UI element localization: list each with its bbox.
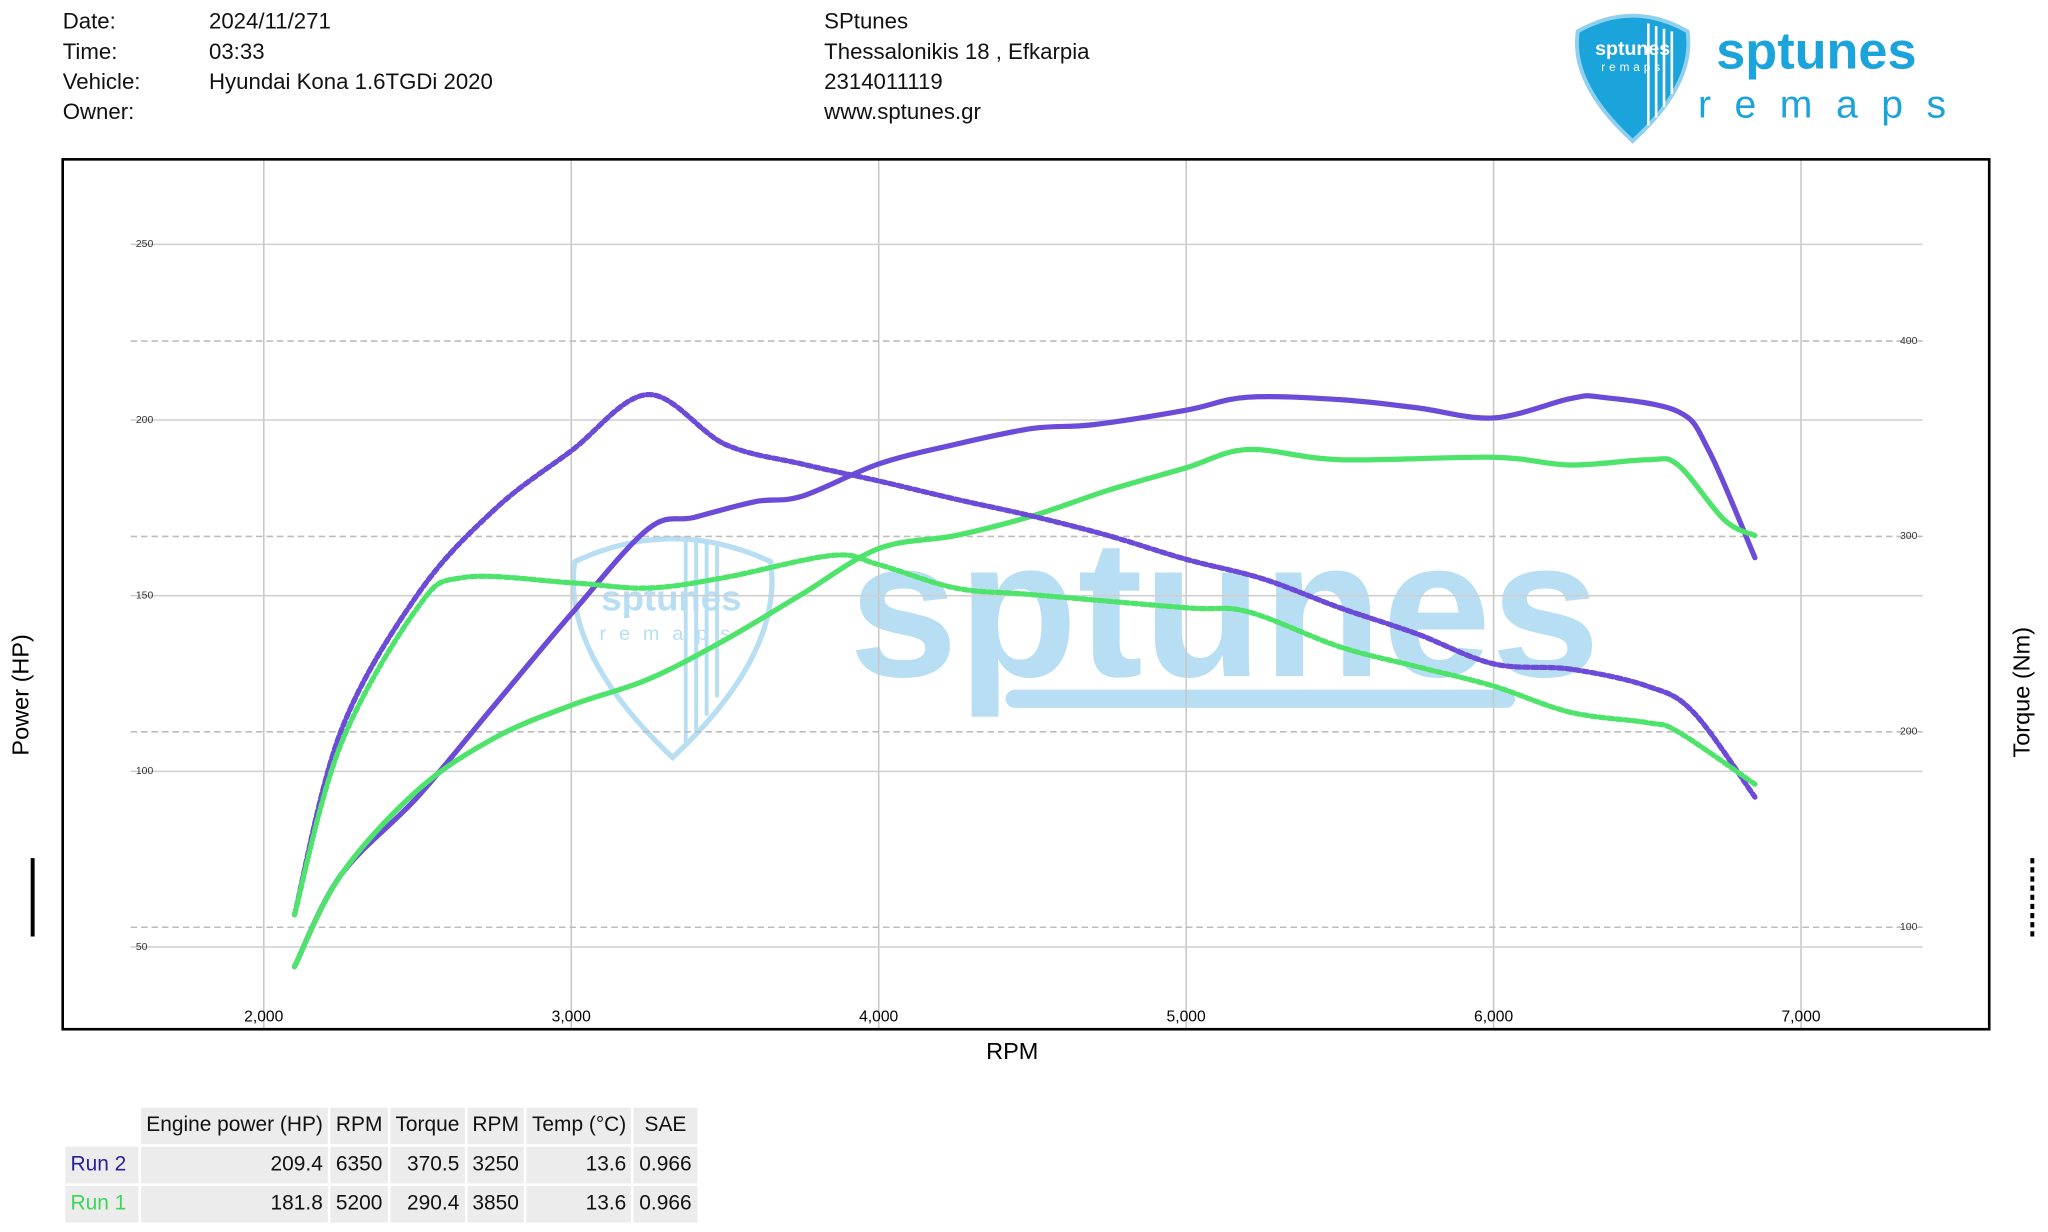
results-table: Engine power (HP) RPM Torque RPM Temp (°C) SA… (63, 1105, 700, 1225)
info-label: Owner: (62, 99, 135, 125)
info-label: Time: (62, 39, 118, 64)
logo: sptunes remaps sptunes remaps (1575, 13, 1959, 144)
shop-line: SPtunes (824, 9, 909, 34)
y2-tick-label: 300 (1900, 531, 1918, 542)
info-value: Hyundai Kona 1.6TGDi 2020 (208, 69, 493, 95)
table-cell: 181.8 (141, 1185, 329, 1223)
logo-tagline: remaps (1698, 83, 1959, 126)
table-cell: 3850 (467, 1185, 525, 1223)
shop-info: SPtunes Thessalonikis 18 , Efkarpia 231401… (824, 7, 1089, 127)
y2-tick-label: 400 (1900, 336, 1918, 347)
watermark-mini-name: sptunes (601, 577, 741, 618)
info-label: Date: (62, 9, 116, 34)
y-tick-label: 50 (136, 942, 148, 953)
table-header-cell: RPM (330, 1107, 388, 1145)
info-label: Vehicle: (62, 69, 141, 95)
x-tick-label: 3,000 (552, 1009, 591, 1026)
torque-line (291, 552, 1758, 918)
table-header-cell: Torque (390, 1107, 465, 1145)
info-value: 2024/11/271 (208, 9, 331, 34)
y-tick-label: 200 (136, 415, 154, 426)
logo-stripes (1647, 23, 1674, 126)
watermark-shield (570, 536, 775, 762)
y-tick-label: 100 (136, 766, 154, 777)
y-tick-label: 150 (136, 590, 154, 601)
run-label: Run 1 (65, 1185, 139, 1223)
power-line (291, 446, 1758, 970)
logo-mini-name: sptunes (1595, 38, 1670, 60)
y2-tick-label: 200 (1900, 727, 1918, 738)
table-header-cell: Temp (°C) (526, 1107, 632, 1145)
table-header-cell: Engine power (HP) (141, 1107, 329, 1145)
table-cell: 13.6 (526, 1146, 632, 1184)
y-axis-label: Power (HP) (7, 634, 33, 755)
table-cell: 290.4 (390, 1185, 465, 1223)
logo-name: sptunes (1716, 23, 1916, 81)
x-tick-label: 2,000 (244, 1009, 283, 1026)
table-cell: 370.5 (390, 1146, 465, 1184)
table-cell: 209.4 (141, 1146, 329, 1184)
x-tick-label: 7,000 (1781, 1009, 1820, 1026)
watermark-stripes (683, 538, 720, 745)
y-tick-label: 250 (136, 239, 154, 250)
table-row: Run 2 209.4 6350 370.5 3250 13.6 0.966 (65, 1146, 697, 1184)
plot-frame (61, 158, 1991, 1031)
table-cell: 3250 (467, 1146, 525, 1184)
watermark-underline (1005, 689, 1516, 708)
table-cell: 0.966 (634, 1185, 697, 1223)
plot-lines (291, 391, 1758, 970)
y2-tick-label: 100 (1900, 922, 1918, 933)
info-value: 03:33 (208, 39, 265, 64)
shop-line: 2314011119 (824, 69, 943, 95)
watermark-mini-tagline: remaps (600, 623, 744, 645)
logo-shield (1575, 13, 1691, 144)
logo-mini-tagline: remaps (1601, 61, 1664, 74)
grid (130, 159, 1923, 1030)
table-cell: 13.6 (526, 1185, 632, 1223)
table-header-blank (65, 1108, 138, 1145)
run-label: Run 2 (65, 1146, 139, 1184)
power-line (291, 393, 1758, 970)
table-cell: 6350 (330, 1146, 388, 1184)
table-row: Run 1 181.8 5200 290.4 3850 13.6 0.966 (65, 1185, 697, 1223)
x-tick-label: 5,000 (1167, 1009, 1206, 1026)
chart: sptunes remaps sptunes RPM Power (HP) To… (7, 158, 2034, 1064)
torque-line (291, 391, 1758, 918)
x-tick-label: 4,000 (859, 1009, 898, 1026)
shop-line: www.sptunes.gr (824, 99, 981, 125)
shop-line: Thessalonikis 18 , Efkarpia (824, 39, 1090, 64)
x-tick-label: 6,000 (1474, 1009, 1513, 1026)
x-axis-label: RPM (986, 1038, 1038, 1064)
table-header-cell: RPM (467, 1107, 525, 1145)
table-cell: 5200 (330, 1185, 388, 1223)
y2-axis-label: Torque (Nm) (2008, 627, 2034, 758)
watermark: sptunes remaps sptunes (570, 499, 1600, 762)
table-cell: 0.966 (634, 1146, 697, 1184)
table-header-row: Engine power (HP) RPM Torque RPM Temp (°C) SA… (65, 1107, 697, 1145)
table-header-cell: SAE (634, 1107, 697, 1145)
